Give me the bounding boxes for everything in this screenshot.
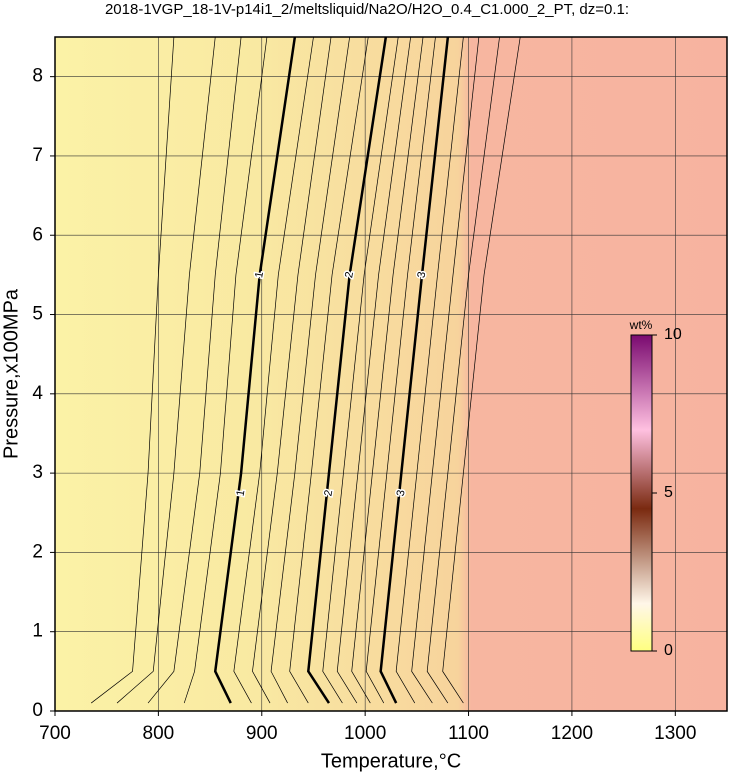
contours [90,36,521,704]
contour [147,36,242,704]
contour-label: 2 [343,271,356,279]
y-axis-label: Pressure,x100MPa [0,288,22,459]
plot-background [55,37,727,711]
x-tick-label: 1000 [344,723,386,744]
contour [183,36,268,704]
x-tick-label: 700 [39,723,71,744]
y-tick-label: 1 [32,621,43,642]
contour [289,36,369,704]
contour [116,36,216,704]
contour-label: 3 [415,271,428,279]
y-tick-label: 4 [32,383,43,404]
x-tick-label: 900 [246,723,278,744]
y-tick-label: 6 [32,224,43,245]
contour [252,36,332,704]
contour [365,36,436,704]
grid [54,37,727,712]
contour [336,36,411,704]
contour [442,36,521,704]
x-tick-label: 1200 [551,723,593,744]
colorbar-label: wt% [629,318,653,332]
major-contour [307,36,388,704]
y-tick-label: 2 [32,541,43,562]
colorbar-tick-label: 0 [664,642,673,659]
x-tick-label: 1100 [448,723,489,744]
contour [90,36,175,704]
contour-label: 1 [253,271,266,279]
contour [322,36,399,704]
chart-title: 2018-1VGP_18-1V-p14i1_2/meltsliquid/Na2O… [105,1,629,18]
contour-label: 1 [235,489,248,497]
x-axis-label: Temperature,°C [321,750,461,772]
major-contour [213,36,297,704]
contour [426,36,500,704]
colorbar-tick-label: 5 [664,484,673,501]
y-tick-label: 7 [32,145,43,166]
y-tick-label: 0 [32,700,43,721]
x-tick-label: 1300 [654,723,696,744]
colorbar-tick-label: 10 [664,326,682,343]
y-tick-label: 8 [32,66,43,87]
y-tick-label: 5 [32,304,43,325]
x-tick-label: 800 [143,723,175,744]
contour-label: 2 [322,489,335,497]
major-contour [379,36,450,704]
contour [395,36,464,704]
contour [270,36,350,704]
y-tick-label: 3 [32,462,43,483]
contour [351,36,424,704]
contour [233,36,314,704]
contour [411,36,480,704]
contour-label: 3 [395,489,408,497]
colorbar [630,334,653,652]
plot-frame [54,36,728,712]
